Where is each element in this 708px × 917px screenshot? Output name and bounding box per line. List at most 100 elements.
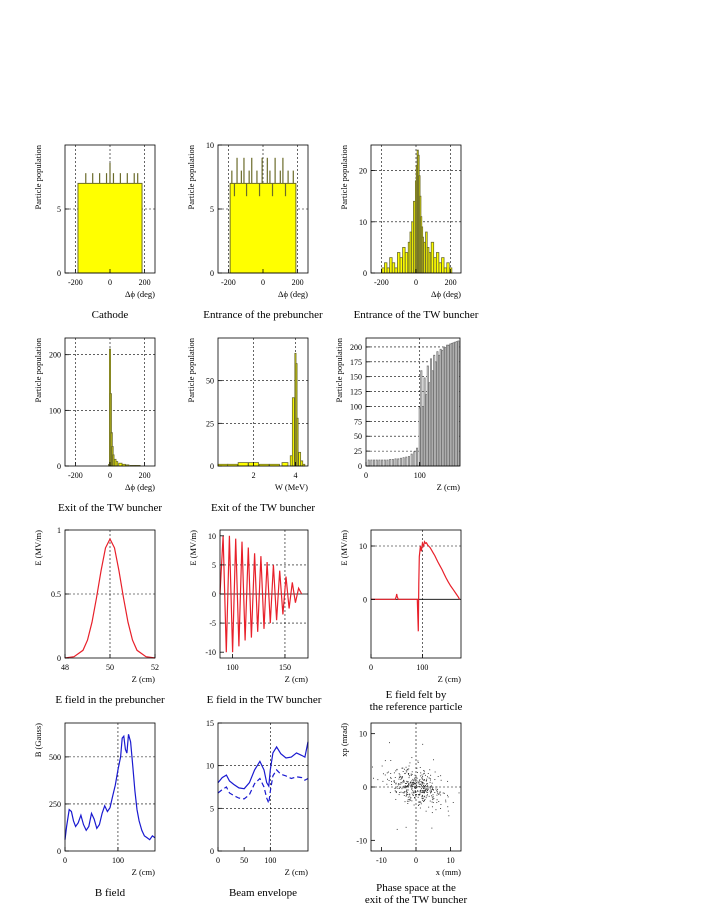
scatter-point — [432, 787, 433, 789]
scatter-point — [405, 783, 406, 784]
scatter-point — [432, 794, 434, 796]
y-tick-label: 10 — [359, 218, 367, 227]
scatter-point — [403, 792, 405, 794]
scatter-point — [400, 782, 402, 784]
x-axis-label: Z (cm) — [132, 674, 156, 684]
scatter-point — [413, 792, 415, 794]
scatter-point — [429, 778, 431, 780]
scatter-point — [406, 789, 408, 791]
scatter-point — [405, 826, 407, 828]
scatter-point — [408, 777, 410, 779]
scatter-point — [394, 790, 396, 792]
y-tick-label: 0 — [57, 462, 61, 471]
scatter-point — [384, 760, 386, 762]
scatter-point — [411, 792, 413, 794]
scatter-point — [419, 784, 421, 785]
scatter-point — [426, 786, 428, 788]
scatter-point — [377, 779, 379, 781]
histogram-bar — [378, 459, 381, 467]
scatter-point — [416, 782, 417, 784]
x-tick-label: 150 — [279, 663, 291, 672]
scatter-point — [458, 792, 460, 794]
scatter-point — [413, 804, 415, 806]
histogram-bar — [373, 459, 376, 467]
scatter-point — [406, 786, 407, 788]
x-axis-label: Z (cm) — [438, 674, 462, 684]
y-axis-label: Particle population — [33, 337, 43, 402]
scatter-point — [422, 743, 424, 745]
scatter-point — [402, 776, 403, 778]
x-axis-label: Z (cm) — [132, 867, 156, 877]
scatter-point — [410, 784, 412, 786]
scatter-point — [419, 791, 421, 792]
scatter-point — [417, 796, 419, 798]
plot-frame — [365, 337, 461, 467]
scatter-point — [389, 742, 390, 744]
scatter-point — [408, 793, 410, 795]
scatter-point — [425, 780, 427, 782]
scatter-point — [399, 792, 401, 794]
y-tick-label: 500 — [49, 753, 61, 762]
scatter-point — [390, 776, 392, 778]
scatter-point — [419, 801, 421, 803]
scatter-point — [426, 794, 428, 796]
scatter-point — [421, 790, 423, 792]
scatter-point — [431, 806, 433, 808]
scatter-point — [397, 787, 399, 789]
scatter-point — [422, 782, 424, 783]
scatter-point — [413, 779, 415, 781]
scatter-point — [398, 776, 400, 778]
panel-prebuncher: -200 0 200 0 5 10 Δϕ (deg) Particle population E… — [186, 141, 323, 321]
y-tick-label: 175 — [350, 358, 362, 367]
histogram-bar — [410, 453, 413, 467]
histogram-bar — [449, 343, 452, 467]
y-tick-label: 100 — [350, 402, 362, 411]
panel-z-population: 0 100 0 25 50 75 100 125 150 175 200 Z (cm) Particle… — [334, 337, 461, 492]
histogram-bar — [115, 461, 119, 467]
scatter-point — [427, 773, 429, 774]
scatter-point — [407, 785, 408, 787]
scatter-point — [405, 795, 407, 797]
scatter-point — [387, 778, 388, 780]
scatter-point — [403, 791, 405, 793]
scatter-point — [436, 792, 438, 794]
series-line — [217, 741, 309, 790]
scatter-point — [398, 778, 400, 780]
scatter-point — [406, 793, 408, 795]
scatter-point — [386, 772, 388, 774]
scatter-point — [423, 772, 425, 774]
scatter-point — [406, 792, 408, 794]
scatter-point — [425, 797, 427, 799]
y-axis-label: Particle population — [186, 144, 196, 209]
scatter-point — [430, 791, 432, 793]
scatter-point — [413, 782, 415, 784]
y-tick-label: 50 — [354, 432, 362, 441]
scatter-point — [419, 794, 421, 796]
plot-frame — [64, 722, 156, 852]
panel-caption: Beam envelope — [229, 887, 297, 899]
scatter-point — [432, 796, 434, 798]
histogram-bar — [426, 365, 429, 467]
scatter-point — [406, 794, 407, 796]
y-tick-label: 0.5 — [51, 590, 61, 599]
x-axis-label: x (mm) — [436, 867, 461, 877]
scatter-point — [401, 782, 403, 784]
scatter-point — [434, 779, 436, 781]
scatter-point — [438, 793, 440, 795]
panel-tw-entrance: -200 0 200 0 10 20 Δϕ (deg) Particle population… — [339, 144, 479, 321]
scatter-point — [411, 780, 413, 782]
y-tick-label: 0 — [210, 462, 214, 471]
scatter-point — [407, 798, 409, 800]
scatter-point — [407, 781, 409, 783]
scatter-point — [416, 777, 418, 779]
scatter-point — [416, 785, 417, 787]
x-tick-label: 48 — [61, 663, 69, 672]
scatter-point — [419, 807, 421, 809]
scatter-point — [414, 778, 416, 780]
scatter-point — [373, 777, 374, 779]
scatter-point — [429, 787, 431, 789]
scatter-point — [426, 783, 428, 785]
histogram-bar — [118, 462, 123, 467]
scatter-point — [418, 781, 420, 783]
scatter-point — [420, 781, 422, 782]
